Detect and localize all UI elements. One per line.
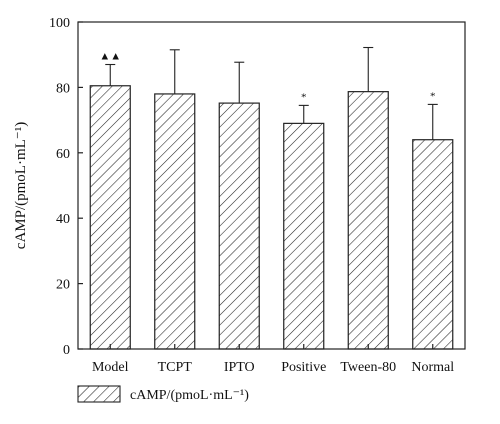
y-tick-label: 100 bbox=[49, 16, 70, 31]
significance-marker: * bbox=[301, 91, 307, 103]
y-tick-label: 60 bbox=[56, 147, 70, 162]
category-label: TCPT bbox=[158, 360, 193, 375]
significance-marker: * bbox=[430, 90, 436, 102]
y-tick-label: 80 bbox=[56, 81, 70, 96]
category-label: IPTO bbox=[224, 360, 255, 375]
bar-normal bbox=[412, 139, 454, 350]
bar-positive bbox=[283, 122, 325, 350]
category-label: Normal bbox=[411, 360, 454, 375]
bar-tween-80 bbox=[347, 91, 389, 350]
y-tick-label: 40 bbox=[56, 212, 70, 227]
plot-frame bbox=[77, 21, 466, 350]
bar-tcpt bbox=[154, 93, 196, 350]
legend-label: cAMP/(pmoL·mL⁻¹) bbox=[130, 388, 249, 403]
bar-ipto bbox=[218, 102, 260, 350]
significance-marker: ▲▲ bbox=[99, 51, 121, 63]
bar-model bbox=[89, 85, 131, 350]
y-tick-label: 20 bbox=[56, 278, 70, 293]
category-label: Positive bbox=[281, 360, 326, 375]
y-axis-label: cAMP/(pmoL·mL⁻¹) bbox=[13, 122, 29, 249]
y-tick-label: 0 bbox=[63, 343, 70, 358]
category-label: Model bbox=[92, 360, 129, 375]
category-label: Tween-80 bbox=[340, 360, 396, 375]
legend-swatch bbox=[77, 385, 121, 403]
